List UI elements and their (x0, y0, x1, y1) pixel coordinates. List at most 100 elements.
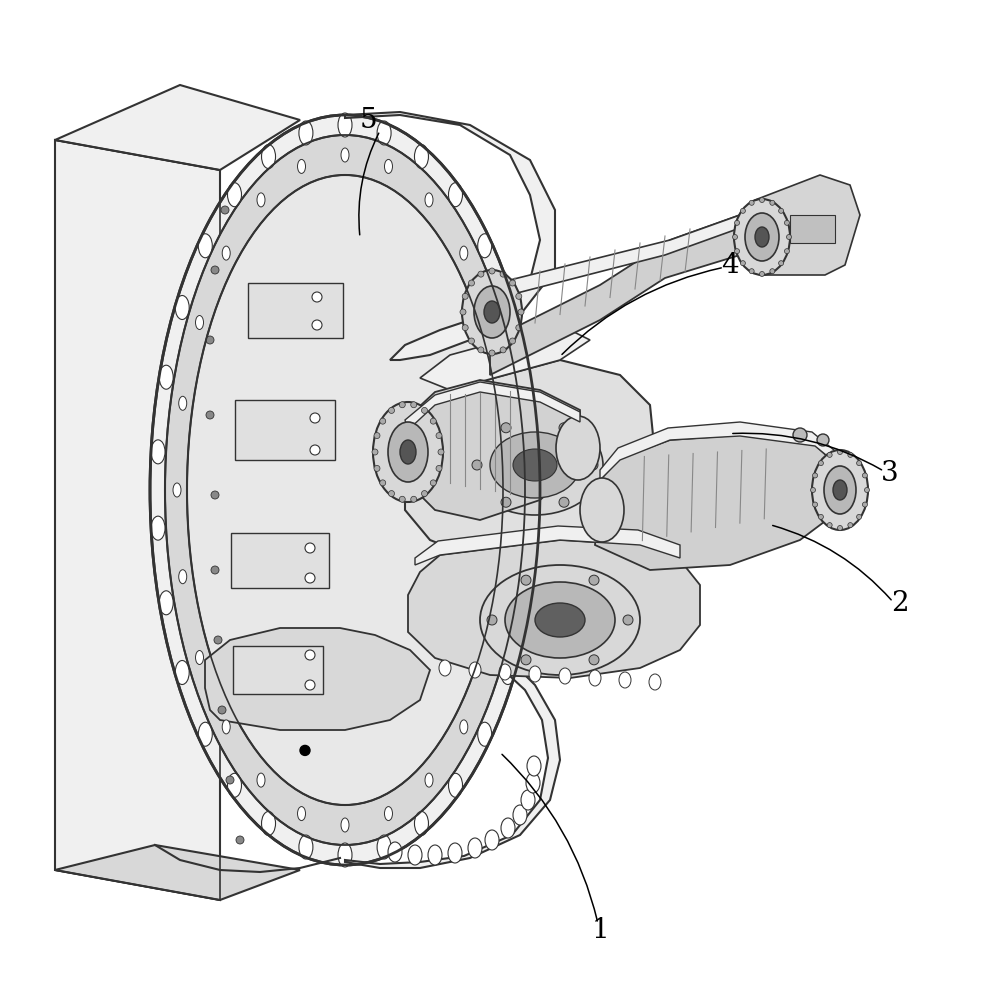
Ellipse shape (298, 807, 306, 821)
Polygon shape (205, 628, 430, 730)
Ellipse shape (175, 660, 189, 684)
Circle shape (732, 235, 738, 240)
Ellipse shape (373, 402, 443, 502)
Circle shape (559, 497, 569, 507)
Ellipse shape (499, 664, 511, 680)
Circle shape (510, 338, 516, 344)
Circle shape (206, 411, 214, 419)
Circle shape (857, 460, 862, 465)
Ellipse shape (299, 835, 313, 859)
Ellipse shape (338, 113, 352, 137)
Ellipse shape (299, 121, 313, 145)
Circle shape (779, 260, 784, 265)
Circle shape (589, 575, 599, 585)
Circle shape (838, 449, 842, 454)
Circle shape (388, 408, 394, 414)
Circle shape (305, 680, 315, 690)
Polygon shape (345, 112, 555, 360)
Circle shape (810, 487, 816, 492)
Ellipse shape (425, 773, 433, 787)
Circle shape (784, 248, 789, 253)
Ellipse shape (187, 175, 503, 805)
Circle shape (472, 460, 482, 470)
Ellipse shape (478, 234, 492, 257)
Circle shape (735, 248, 740, 253)
Ellipse shape (559, 668, 571, 684)
Ellipse shape (474, 286, 510, 338)
Ellipse shape (448, 843, 462, 863)
Ellipse shape (505, 582, 615, 658)
Circle shape (305, 650, 315, 660)
Ellipse shape (227, 183, 241, 207)
Circle shape (411, 402, 417, 408)
Ellipse shape (449, 183, 463, 207)
Circle shape (438, 449, 444, 455)
Circle shape (784, 221, 789, 226)
Ellipse shape (173, 483, 181, 497)
Ellipse shape (535, 603, 585, 637)
Text: 4: 4 (721, 251, 739, 279)
Text: 5: 5 (359, 107, 377, 135)
Ellipse shape (377, 121, 391, 145)
Circle shape (518, 309, 524, 315)
Ellipse shape (338, 843, 352, 867)
Polygon shape (490, 215, 770, 375)
Ellipse shape (484, 301, 500, 323)
Circle shape (218, 706, 226, 714)
Circle shape (813, 473, 818, 478)
Circle shape (430, 418, 436, 424)
Bar (231, 533, 329, 587)
Ellipse shape (521, 790, 535, 810)
Ellipse shape (503, 569, 511, 584)
Ellipse shape (460, 247, 468, 260)
Polygon shape (345, 640, 560, 868)
Ellipse shape (196, 650, 204, 664)
Circle shape (411, 496, 417, 502)
Circle shape (422, 491, 428, 497)
Circle shape (312, 292, 322, 302)
Circle shape (372, 449, 378, 455)
Ellipse shape (480, 565, 640, 675)
Ellipse shape (227, 773, 241, 797)
Ellipse shape (501, 295, 515, 320)
Circle shape (211, 266, 219, 274)
Circle shape (793, 428, 807, 442)
Ellipse shape (414, 145, 428, 168)
Ellipse shape (486, 316, 494, 330)
Ellipse shape (486, 650, 494, 664)
Circle shape (770, 200, 775, 205)
Circle shape (749, 200, 754, 205)
Ellipse shape (824, 466, 856, 514)
Circle shape (436, 465, 442, 471)
Circle shape (478, 346, 484, 352)
Ellipse shape (425, 193, 433, 207)
Ellipse shape (384, 159, 392, 173)
Polygon shape (55, 85, 300, 170)
Ellipse shape (222, 247, 230, 260)
Circle shape (559, 423, 569, 433)
Circle shape (760, 197, 765, 203)
Ellipse shape (589, 670, 601, 686)
Ellipse shape (179, 569, 187, 584)
Circle shape (211, 491, 219, 499)
Circle shape (468, 280, 474, 286)
Ellipse shape (525, 440, 539, 464)
Circle shape (818, 460, 823, 465)
Ellipse shape (151, 516, 165, 541)
Ellipse shape (525, 516, 539, 541)
Circle shape (388, 491, 394, 497)
Circle shape (305, 573, 315, 583)
Circle shape (862, 502, 867, 507)
Ellipse shape (833, 480, 847, 500)
Ellipse shape (165, 135, 525, 845)
Circle shape (827, 523, 832, 528)
Ellipse shape (175, 295, 189, 320)
Circle shape (430, 480, 436, 486)
Ellipse shape (449, 773, 463, 797)
Ellipse shape (341, 818, 349, 832)
Circle shape (310, 413, 320, 423)
Ellipse shape (745, 213, 779, 261)
Circle shape (516, 325, 522, 331)
Circle shape (864, 487, 870, 492)
Ellipse shape (257, 193, 265, 207)
